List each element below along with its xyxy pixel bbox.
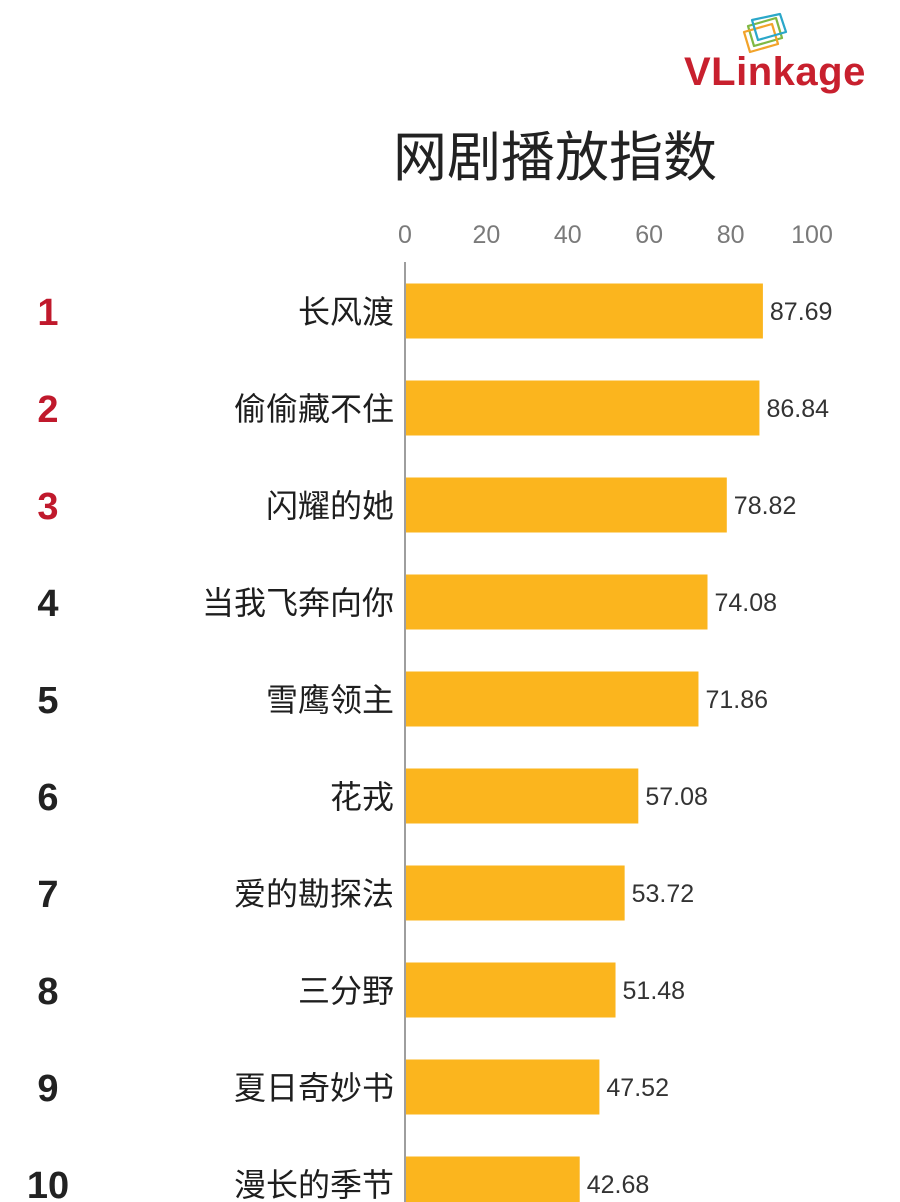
rank-label: 3 — [37, 486, 58, 528]
bar — [406, 865, 625, 921]
bar — [406, 574, 708, 630]
category-label: 漫长的季节 — [234, 1166, 394, 1202]
x-axis-ticks: 0 20 40 60 80 100 — [398, 221, 833, 249]
bar — [406, 380, 760, 436]
x-tick-label: 60 — [635, 221, 663, 249]
bar — [406, 1156, 580, 1202]
rank-label: 4 — [37, 583, 58, 625]
category-label: 闪耀的她 — [266, 487, 394, 525]
x-tick-label: 80 — [717, 221, 745, 249]
category-label: 夏日奇妙书 — [234, 1069, 394, 1107]
category-label: 爱的勘探法 — [234, 875, 394, 913]
category-label: 三分野 — [298, 972, 394, 1010]
rank-label: 1 — [37, 292, 58, 334]
data-label: 74.08 — [715, 589, 778, 617]
rank-label: 6 — [37, 777, 58, 819]
data-label: 47.52 — [606, 1074, 669, 1102]
data-label: 51.48 — [623, 977, 686, 1005]
logo-cards-icon — [742, 12, 788, 54]
bar — [406, 283, 763, 339]
data-label: 71.86 — [705, 686, 768, 714]
data-label: 53.72 — [632, 880, 695, 908]
rank-label: 10 — [27, 1165, 69, 1202]
data-labels: 87.69 86.84 78.82 74.08 71.86 57.08 53.72 51.48… — [587, 298, 833, 1199]
category-label: 雪鹰领主 — [266, 681, 394, 719]
data-label: 57.08 — [645, 783, 708, 811]
category-label: 花戎 — [330, 778, 394, 816]
rank-label: 9 — [37, 1068, 58, 1110]
brand-name: VLinkage — [684, 50, 866, 94]
x-tick-label: 100 — [791, 221, 833, 249]
rank-label: 7 — [37, 874, 58, 916]
rank-label: 8 — [37, 971, 58, 1013]
data-label: 42.68 — [587, 1171, 650, 1199]
category-labels: 长风渡偷偷藏不住闪耀的她当我飞奔向你雪鹰领主花戎爱的勘探法三分野夏日奇妙书漫长的… — [202, 293, 394, 1202]
rank-label: 5 — [37, 680, 58, 722]
data-label: 78.82 — [734, 492, 797, 520]
category-label: 当我飞奔向你 — [202, 584, 394, 622]
x-tick-label: 0 — [398, 221, 412, 249]
data-label: 87.69 — [770, 298, 833, 326]
data-label: 86.84 — [766, 395, 829, 423]
category-label: 长风渡 — [298, 293, 394, 331]
x-tick-label: 40 — [554, 221, 582, 249]
rank-labels: 1 2 3 4 5 6 7 8 9 10 — [27, 292, 69, 1202]
bar — [406, 477, 727, 533]
x-tick-label: 20 — [472, 221, 500, 249]
rank-label: 2 — [37, 389, 58, 431]
category-label: 偷偷藏不住 — [234, 390, 394, 428]
chart-title: 网剧播放指数 — [393, 126, 717, 189]
bars — [406, 283, 763, 1202]
vlinkage-logo: VLinkage — [680, 12, 895, 98]
bar — [406, 768, 639, 824]
bar — [406, 962, 616, 1018]
bar — [406, 1059, 600, 1115]
bar — [406, 671, 699, 727]
